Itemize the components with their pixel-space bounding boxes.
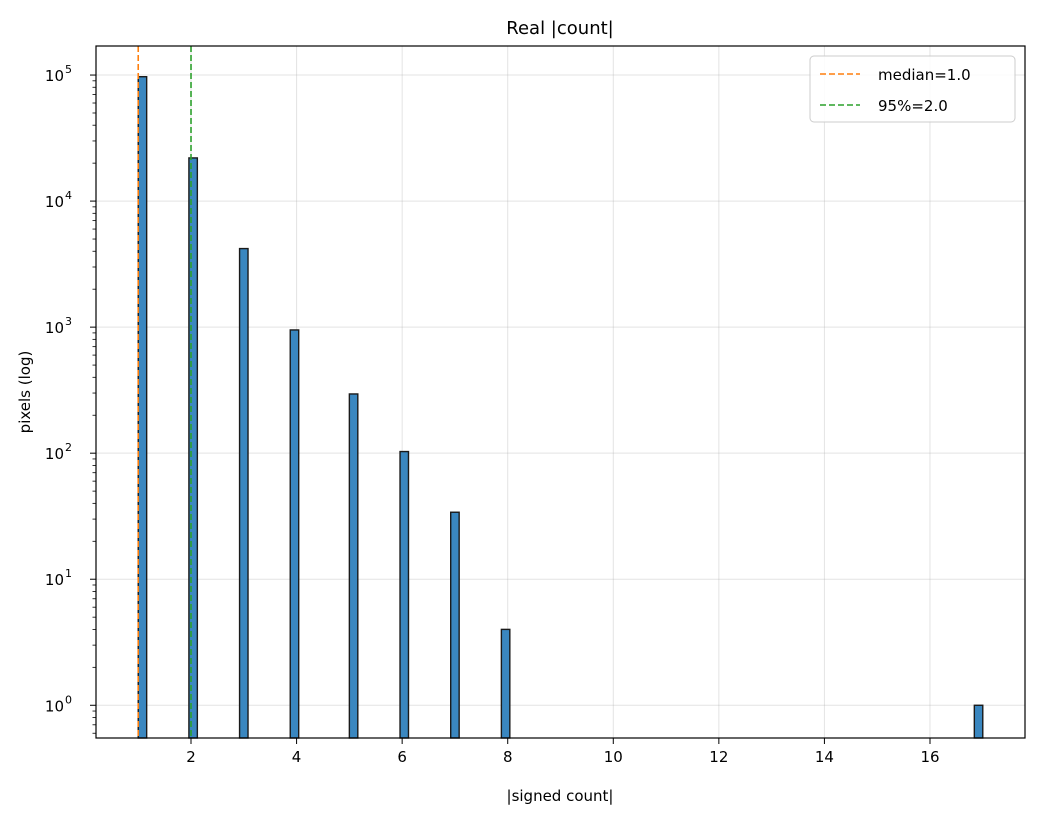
x-tick-label: 16 bbox=[920, 748, 939, 766]
x-axis: 2 4 6 8 10 12 14 16 bbox=[186, 738, 940, 766]
grid bbox=[96, 46, 1025, 738]
histogram-bar bbox=[348, 393, 359, 739]
y-tick-label: 10 bbox=[45, 571, 64, 589]
x-tick-label: 6 bbox=[397, 748, 407, 766]
y-tick-exponent: 5 bbox=[65, 63, 72, 76]
reference-lines bbox=[137, 46, 192, 738]
x-axis-label: |signed count| bbox=[507, 787, 614, 805]
legend-box bbox=[809, 55, 1016, 123]
y-tick-exponent: 3 bbox=[65, 315, 72, 328]
x-tick-label: 2 bbox=[186, 748, 196, 766]
y-tick-label: 10 bbox=[45, 319, 64, 337]
x-tick-label: 14 bbox=[815, 748, 834, 766]
histogram-bar bbox=[500, 628, 511, 739]
histogram-bar bbox=[289, 329, 300, 739]
y-tick-label: 10 bbox=[45, 193, 64, 211]
legend-95pct-label: 95%=2.0 bbox=[878, 97, 948, 115]
y-tick-exponent: 2 bbox=[65, 441, 72, 454]
histogram-bar bbox=[450, 511, 460, 739]
y-tick-exponent: 0 bbox=[65, 693, 72, 706]
histogram-bar bbox=[238, 247, 249, 739]
y-tick-label: 10 bbox=[45, 445, 64, 463]
y-tick-label: 10 bbox=[45, 697, 64, 715]
legend-median-label: median=1.0 bbox=[878, 66, 971, 84]
y-tick-label: 10 bbox=[45, 67, 64, 85]
x-tick-label: 10 bbox=[604, 748, 623, 766]
legend: median=1.0 95%=2.0 bbox=[809, 55, 1016, 123]
histogram-bar bbox=[188, 157, 199, 739]
bars bbox=[137, 76, 984, 739]
x-tick-label: 8 bbox=[503, 748, 513, 766]
plot-area-frame bbox=[95, 45, 1026, 739]
histogram-bar bbox=[973, 704, 984, 739]
histogram-bar bbox=[137, 76, 148, 739]
chart-title: Real |count| bbox=[506, 18, 613, 39]
y-tick-exponent: 4 bbox=[65, 189, 72, 202]
y-tick-exponent: 1 bbox=[65, 567, 72, 580]
histogram-bar bbox=[399, 450, 410, 739]
y-axis-label: pixels (log) bbox=[16, 351, 34, 434]
x-tick-label: 12 bbox=[709, 748, 728, 766]
x-tick-label: 4 bbox=[292, 748, 302, 766]
